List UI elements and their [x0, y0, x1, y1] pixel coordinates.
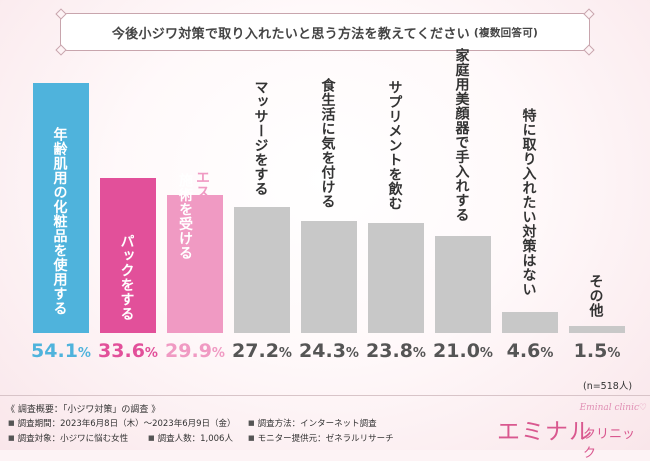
- bar-1: [33, 83, 89, 333]
- bar-7: [435, 235, 491, 333]
- bar-chart: 年齢肌用の化粧品を使用する 54.1% パックをする 33.6% エステやクリニックで施…: [31, 47, 625, 362]
- survey-method: 調査方法：インターネット調査: [248, 417, 377, 429]
- value-label-7: 21.0%: [433, 340, 493, 362]
- bar-5: [301, 220, 357, 333]
- bar-2: [100, 177, 156, 333]
- bar-label-1: 年齢肌用の化粧品を使用する: [51, 127, 68, 316]
- chart-title-box: 今後小ジワ対策で取り入れたいと思う方法を教えてください (複数回答可): [55, 8, 595, 56]
- value-label-2: 33.6%: [98, 340, 158, 362]
- bar-label-2: パックをする: [118, 233, 135, 321]
- survey-summary-heading: 《 調査概要：「小ジワ対策」の調査 》: [6, 405, 161, 415]
- logo-main-text: エミナル: [497, 419, 593, 445]
- bar-label-7: 家庭用美顔器で手入れする: [453, 47, 470, 222]
- value-label-5: 24.3%: [299, 340, 359, 362]
- chart-title-note: (複数回答可): [473, 26, 539, 39]
- bar-3: [167, 194, 223, 333]
- footer-divider: [0, 395, 650, 396]
- chart-title: 今後小ジワ対策で取り入れたいと思う方法を教えてください: [111, 26, 470, 42]
- bar-6: [368, 223, 424, 333]
- clinic-logo: Eminal clinic ♡ エミナル クリニック: [497, 403, 647, 461]
- survey-provider: モニター提供元：ゼネラルリサーチ: [248, 432, 394, 444]
- value-label-8: 4.6%: [506, 340, 554, 362]
- logo-english: Eminal clinic: [579, 403, 639, 413]
- logo-sub-text: クリニック: [583, 427, 636, 461]
- value-label-6: 23.8%: [366, 340, 426, 362]
- bar-label-4: マッサージをする: [252, 79, 269, 196]
- bar-8: [502, 311, 558, 333]
- bar-9: [569, 326, 625, 333]
- value-label-1: 54.1%: [31, 340, 91, 362]
- sample-size: (n=518人): [583, 381, 633, 392]
- survey-target: 調査対象：小ジワに悩む女性: [8, 432, 129, 444]
- bar-label-5: 食生活に気を付ける: [319, 77, 336, 209]
- bar-label-8: 特に取り入れたい対策はない: [520, 108, 537, 297]
- value-label-4: 27.2%: [232, 340, 292, 362]
- value-label-3: 29.9%: [165, 340, 225, 362]
- bar-4: [234, 207, 290, 333]
- bar-label-6: サプリメントを飲む: [386, 80, 403, 211]
- heart-icon: ♡: [638, 403, 647, 413]
- survey-period: 調査期間：2023年6月8日（木）〜2023年6月9日（金）: [8, 417, 236, 429]
- bar-label-3: エステやクリニックで: [194, 169, 210, 315]
- value-label-9: 1.5%: [573, 340, 621, 362]
- bar-label-9: その他: [587, 274, 604, 318]
- bar-label-3: 施術を受ける: [177, 173, 193, 260]
- survey-count: 調査人数：1,006人: [148, 432, 233, 444]
